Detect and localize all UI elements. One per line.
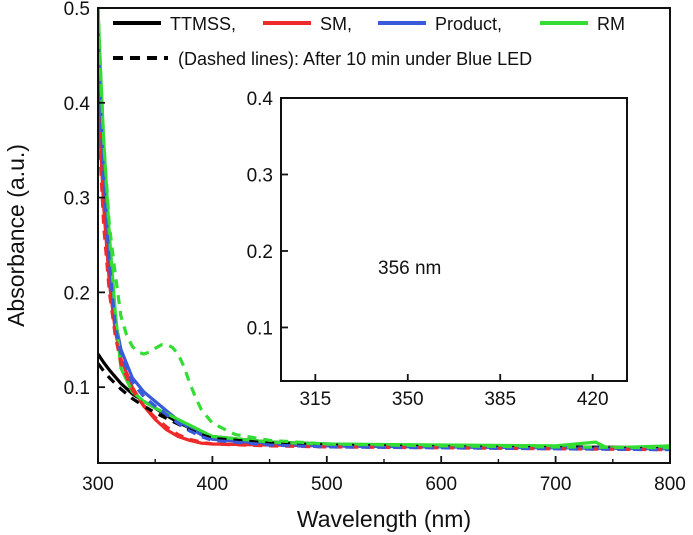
main-ytick-label: 0.1: [64, 378, 90, 399]
main-series-rm: [98, 8, 670, 450]
legend-label-dashed: (Dashed lines): After 10 min under Blue …: [178, 49, 532, 69]
peak-annotation: 356 nm: [378, 258, 441, 279]
inset-ytick-label: 0.4: [247, 89, 274, 110]
inset-ytick-label: 0.1: [247, 318, 273, 339]
legend: TTMSS, SM, Product, RM (Dashed lines): After…: [113, 14, 625, 69]
main-ytick-label: 0.3: [64, 189, 90, 210]
main-ytick-label: 0.5: [64, 0, 90, 20]
main-xtick-label: 500: [311, 474, 343, 495]
main-xtick-label: 800: [654, 474, 686, 495]
inset-xtick-label: 315: [299, 389, 331, 410]
legend-label-4: RM: [597, 14, 625, 34]
legend-label-2: SM,: [320, 14, 352, 34]
legend-label-3: Product,: [435, 14, 502, 34]
main-xtick-label: 400: [197, 474, 229, 495]
main-series-group: [98, 8, 670, 452]
inset-ytick-label: 0.2: [247, 242, 273, 263]
x-axis-label: Wavelength (nm): [297, 506, 471, 532]
main-plot: 300 400 500 600 700 800 0.1 0.2 0.3 0.4 0.5 Wavelen…: [3, 0, 686, 532]
main-ytick-label: 0.4: [64, 94, 91, 115]
inset-frame: [280, 97, 628, 382]
main-series-sm-after-10-min: [98, 102, 670, 452]
y-axis-label: Absorbance (a.u.): [3, 144, 29, 327]
main-xtick-label: 300: [82, 474, 114, 495]
inset-ytick-label: 0.3: [247, 165, 273, 186]
main-series-product-after-10-min: [98, 26, 670, 452]
legend-label-1: TTMSS,: [170, 14, 236, 34]
main-series-rm-after-10-min: [98, 8, 670, 450]
main-xtick-label: 700: [540, 474, 572, 495]
inset-xtick-label: 385: [484, 389, 516, 410]
inset-xtick-label: 420: [577, 389, 609, 410]
inset-xtick-label: 350: [392, 389, 424, 410]
main-xtick-label: 600: [425, 474, 457, 495]
main-ytick-label: 0.2: [64, 283, 90, 304]
inset-plot: 315 350 385 420 0.1 0.2 0.3 0.4 356 nm: [247, 89, 628, 410]
